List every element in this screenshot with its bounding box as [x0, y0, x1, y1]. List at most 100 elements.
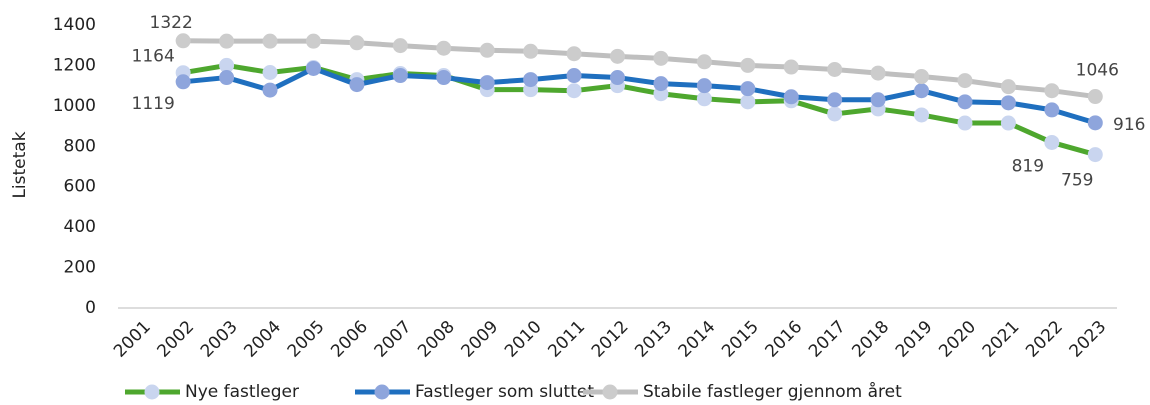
point: [392, 38, 408, 54]
point: [1000, 95, 1016, 111]
x-tick-label: 2002: [153, 317, 198, 362]
point: [740, 57, 756, 73]
point: [523, 72, 539, 88]
point: [740, 94, 756, 110]
point: [1000, 79, 1016, 95]
data-label: 916: [1113, 115, 1145, 135]
point: [783, 89, 799, 105]
x-tick-label: 2010: [501, 317, 546, 362]
data-label: 1322: [150, 13, 193, 33]
point: [653, 50, 669, 66]
x-tick-label: 2003: [197, 317, 242, 362]
x-tick-label: 2020: [935, 317, 980, 362]
x-tick-label: 2011: [544, 317, 589, 362]
x-tick-label: 2018: [848, 317, 893, 362]
y-tick-label: 600: [64, 177, 96, 197]
point: [566, 83, 582, 99]
point: [957, 94, 973, 110]
point: [870, 65, 886, 81]
y-tick-label: 400: [64, 217, 96, 237]
y-tick-label: 1200: [53, 55, 96, 75]
point: [1044, 134, 1060, 150]
x-tick-label: 2012: [588, 317, 633, 362]
point: [566, 46, 582, 62]
data-label: 1119: [132, 94, 175, 114]
legend-marker: [374, 384, 390, 400]
point: [349, 35, 365, 51]
point: [523, 43, 539, 59]
point: [610, 48, 625, 64]
y-tick-label: 800: [64, 136, 96, 156]
legend-label: Fastleger som sluttet: [415, 382, 594, 402]
point: [219, 70, 235, 86]
x-tick-label: 2014: [675, 317, 720, 362]
point: [914, 83, 930, 99]
point: [696, 54, 712, 70]
point: [392, 68, 408, 84]
y-tick-label: 1400: [53, 15, 96, 35]
series-line: [183, 38, 1096, 100]
point: [479, 42, 495, 58]
point: [1044, 102, 1060, 118]
point: [827, 106, 843, 122]
x-tick-label: 2001: [110, 317, 155, 362]
point: [219, 57, 235, 73]
y-tick-label: 1000: [53, 96, 96, 116]
point: [610, 70, 625, 86]
point: [696, 91, 712, 107]
x-tick-label: 2007: [371, 317, 416, 362]
x-tick-label: 2016: [762, 317, 807, 362]
point: [436, 40, 452, 56]
point: [957, 73, 973, 89]
point: [827, 92, 843, 108]
point: [653, 76, 669, 92]
point: [914, 69, 930, 85]
point: [262, 65, 278, 81]
x-tick-label: 2021: [979, 317, 1024, 362]
x-tick-label: 2022: [1022, 317, 1067, 362]
x-tick-label: 2009: [458, 317, 503, 362]
legend-marker: [602, 384, 618, 400]
point: [262, 82, 278, 98]
point: [479, 75, 495, 91]
legend-marker: [144, 384, 160, 400]
x-tick-label: 2017: [805, 317, 850, 362]
y-tick-label: 0: [85, 298, 96, 318]
point: [349, 77, 365, 93]
data-label: 1164: [132, 47, 175, 67]
x-tick-label: 2023: [1066, 317, 1111, 362]
legend-label: Nye fastleger: [185, 382, 299, 402]
point: [566, 68, 582, 84]
point: [1087, 147, 1103, 163]
x-tick-label: 2019: [892, 317, 937, 362]
point: [870, 92, 886, 108]
x-tick-label: 2004: [240, 317, 285, 362]
point: [175, 74, 191, 90]
point: [175, 33, 191, 49]
data-label: 1046: [1076, 61, 1119, 81]
series-line: [182, 62, 1096, 157]
point: [740, 81, 756, 97]
point: [783, 59, 799, 75]
point: [827, 61, 843, 77]
x-tick-label: 2015: [718, 317, 763, 362]
legend-label: Stabile fastleger gjennom året: [643, 381, 902, 402]
y-tick-label: 200: [64, 258, 96, 278]
y-axis-label: Listetak: [10, 131, 30, 198]
point: [305, 60, 321, 76]
point: [957, 115, 973, 131]
point: [1087, 115, 1103, 131]
point: [1087, 89, 1103, 105]
point: [305, 33, 321, 49]
data-label: 819: [1012, 156, 1044, 176]
x-tick-label: 2005: [284, 317, 329, 362]
series-line: [182, 65, 1096, 126]
data-label: 759: [1061, 171, 1093, 191]
point: [696, 78, 712, 94]
x-tick-label: 2006: [327, 317, 372, 362]
point: [1044, 83, 1060, 99]
x-tick-label: 2008: [414, 317, 459, 362]
point: [219, 33, 235, 49]
point: [262, 33, 278, 49]
x-tick-label: 2013: [631, 317, 676, 362]
